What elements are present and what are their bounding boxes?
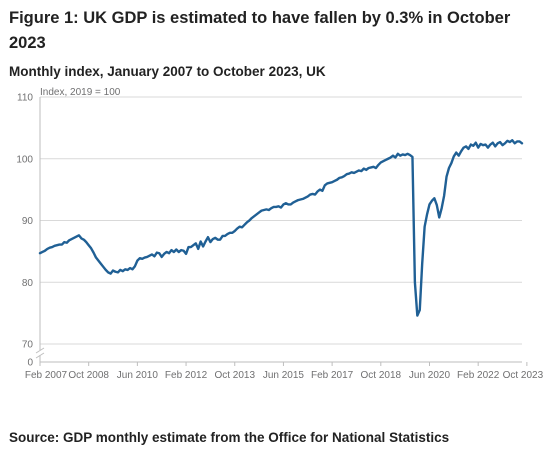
axis-break-marker <box>35 347 45 359</box>
x-tick-label: Oct 2018 <box>361 370 402 381</box>
y-tick-label: 90 <box>22 216 34 227</box>
series-layer <box>38 139 524 317</box>
y-tick-label: 70 <box>22 340 34 351</box>
axis-break-slash <box>35 347 45 354</box>
y-tick-label: 110 <box>17 93 33 104</box>
chart-title: Figure 1: UK GDP is estimated to have fa… <box>9 9 511 52</box>
y-tick-label: 80 <box>22 278 34 289</box>
x-axis-ticks: Feb 2007 Oct 2008 Jun 2010 Feb 2012 Oct 2013… <box>25 362 544 381</box>
x-tick-label: Feb 2022 <box>457 370 500 381</box>
chart-source: Source: GDP monthly estimate from the Of… <box>9 430 450 445</box>
axis-break-slash <box>35 352 45 359</box>
x-tick-label: Oct 2023 <box>503 370 544 381</box>
y-tick-label: 0 <box>27 358 33 369</box>
x-tick-label: Jun 2020 <box>409 370 451 381</box>
x-tick-label: Jun 2010 <box>117 370 159 381</box>
gdp-index-series-line <box>38 139 524 317</box>
x-tick-label: Feb 2017 <box>311 370 354 381</box>
y-axis-label: Index, 2019 = 100 <box>40 87 121 98</box>
x-tick-label: Jun 2015 <box>263 370 305 381</box>
gridlines <box>40 96 522 363</box>
x-tick-label: Oct 2013 <box>214 370 255 381</box>
x-tick-label: Feb 2007 <box>25 370 68 381</box>
y-tick-label: 100 <box>16 154 33 165</box>
y-axis-ticks: 0 70 80 90 100 110 <box>16 93 33 369</box>
x-tick-label: Feb 2012 <box>165 370 208 381</box>
x-tick-label: Oct 2008 <box>68 370 109 381</box>
chart-subtitle: Monthly index, January 2007 to October 2… <box>9 64 326 79</box>
